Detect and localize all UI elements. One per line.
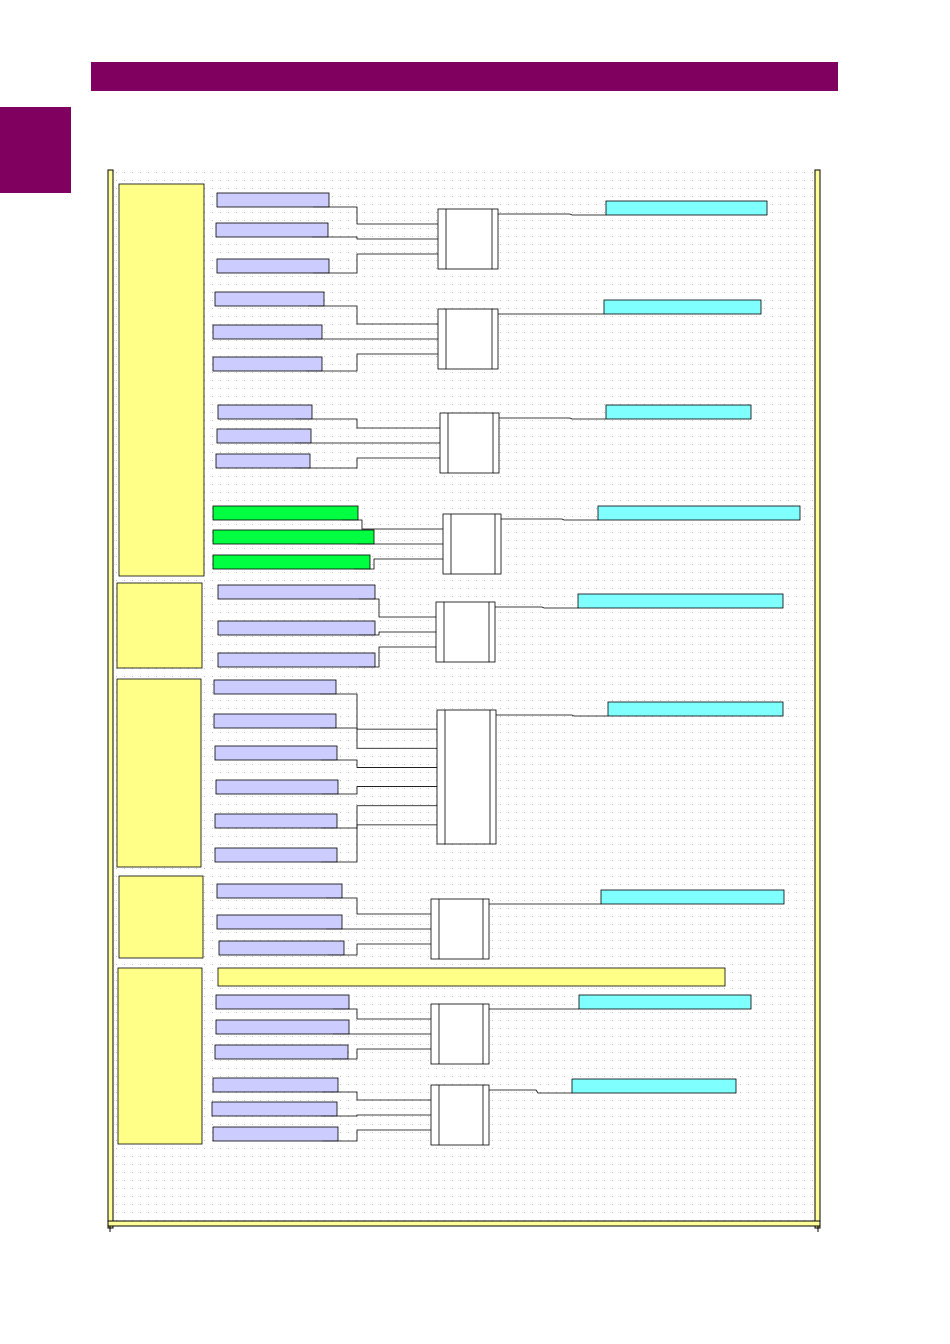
input-signal-7-3: [218, 940, 345, 956]
input-signal-2-1: [214, 291, 325, 307]
input-signal-1-1: [216, 192, 330, 208]
input-signal-4-1: [212, 505, 359, 521]
output-signal-3: [605, 404, 752, 420]
input-signal-5-3: [217, 652, 376, 668]
output-signal-7: [600, 889, 785, 905]
output-signal-6: [607, 701, 784, 717]
gate-3: [439, 412, 500, 474]
logic-block-2: [212, 291, 762, 372]
output-signal-1: [605, 200, 768, 216]
group-panel-3: [116, 678, 202, 868]
input-signal-5-2: [217, 620, 376, 636]
output-signal-8: [578, 994, 752, 1010]
input-wire-3-1: [296, 418, 440, 429]
input-signal-8-1: [215, 994, 350, 1010]
input-wire-6-5: [321, 805, 437, 829]
input-wire-8-3: [332, 1048, 431, 1060]
gate-6: [436, 709, 497, 845]
output-wire-1: [498, 213, 606, 216]
input-signal-4-2: [212, 529, 375, 545]
input-signal-7-2: [216, 914, 343, 930]
output-wire-4: [501, 518, 598, 521]
group-panel-5: [117, 967, 203, 1145]
output-wire-6: [496, 714, 608, 717]
input-wire-6-3: [321, 759, 437, 768]
input-wire-1-1: [313, 206, 438, 225]
input-signal-3-1: [217, 404, 313, 420]
logic-block-6: [213, 679, 784, 863]
group-panel-2: [116, 582, 203, 669]
input-signal-1-3: [216, 258, 330, 274]
input-signal-6-1: [213, 679, 337, 695]
input-signal-6-3: [214, 745, 338, 761]
input-wire-5-1: [359, 598, 436, 618]
gate-1: [437, 208, 499, 270]
output-wire-9: [489, 1089, 572, 1094]
input-wire-6-4: [322, 786, 437, 795]
input-wire-2-3: [306, 353, 438, 372]
input-wire-5-3: [359, 646, 436, 668]
input-wire-2-1: [308, 305, 438, 325]
input-wire-8-1: [333, 1008, 431, 1020]
input-signal-2-2: [212, 324, 323, 340]
input-wire-1-3: [313, 253, 438, 274]
input-signal-2-3: [212, 356, 323, 372]
input-signal-4-3: [212, 554, 371, 570]
input-wire-9-3: [322, 1129, 431, 1142]
header-bar: [91, 62, 838, 91]
wide-setting-bar: [217, 967, 726, 987]
input-wire-7-1: [326, 897, 431, 915]
input-wire-6-2: [320, 727, 437, 749]
input-wire-9-1: [322, 1091, 431, 1101]
input-signal-6-2: [213, 713, 337, 729]
gate-5: [435, 601, 496, 663]
input-signal-6-6: [214, 847, 338, 863]
output-signal-5: [577, 593, 784, 609]
logic-block-8: [214, 994, 752, 1065]
group-panel-4: [118, 875, 204, 959]
input-signal-6-4: [215, 779, 339, 795]
input-wire-6-1: [320, 693, 437, 730]
diagram-frame: [107, 169, 821, 1232]
input-wire-1-2: [312, 236, 438, 240]
input-signal-3-3: [215, 453, 311, 469]
input-wire-5-2: [359, 631, 436, 636]
input-wire-4-3: [354, 558, 443, 570]
input-signal-9-2: [211, 1101, 338, 1117]
group-panel-1: [118, 183, 205, 577]
input-signal-8-3: [214, 1044, 349, 1060]
input-signal-1-2: [215, 222, 329, 238]
input-signal-5-1: [217, 584, 376, 600]
logic-block-5: [217, 584, 784, 668]
logic-block-1: [215, 192, 768, 274]
input-wire-3-3: [294, 457, 440, 469]
logic-block-4: [212, 505, 801, 575]
input-signal-7-1: [216, 883, 343, 899]
gate-8: [430, 1003, 490, 1065]
input-wire-7-3: [328, 943, 431, 956]
output-signal-4: [597, 505, 801, 521]
input-wire-4-1: [342, 519, 443, 530]
input-wire-6-6: [321, 824, 437, 863]
gate-4: [442, 513, 502, 575]
input-signal-6-5: [214, 813, 338, 829]
logic-block-9: [211, 1077, 737, 1146]
output-signal-9: [571, 1078, 737, 1094]
logic-block-3: [215, 404, 752, 474]
input-wire-9-2: [321, 1114, 431, 1117]
gate-9: [430, 1084, 490, 1146]
output-signal-2: [603, 299, 762, 315]
input-signal-8-2: [215, 1019, 350, 1035]
output-wire-5: [495, 606, 578, 609]
gate-2: [437, 308, 499, 370]
input-signal-9-1: [212, 1077, 339, 1093]
output-wire-3: [499, 417, 606, 420]
input-signal-9-3: [212, 1126, 339, 1142]
chapter-side-tab: [0, 107, 71, 193]
logic-block-7: [216, 883, 785, 960]
gate-7: [430, 898, 490, 960]
input-signal-3-2: [216, 428, 312, 444]
